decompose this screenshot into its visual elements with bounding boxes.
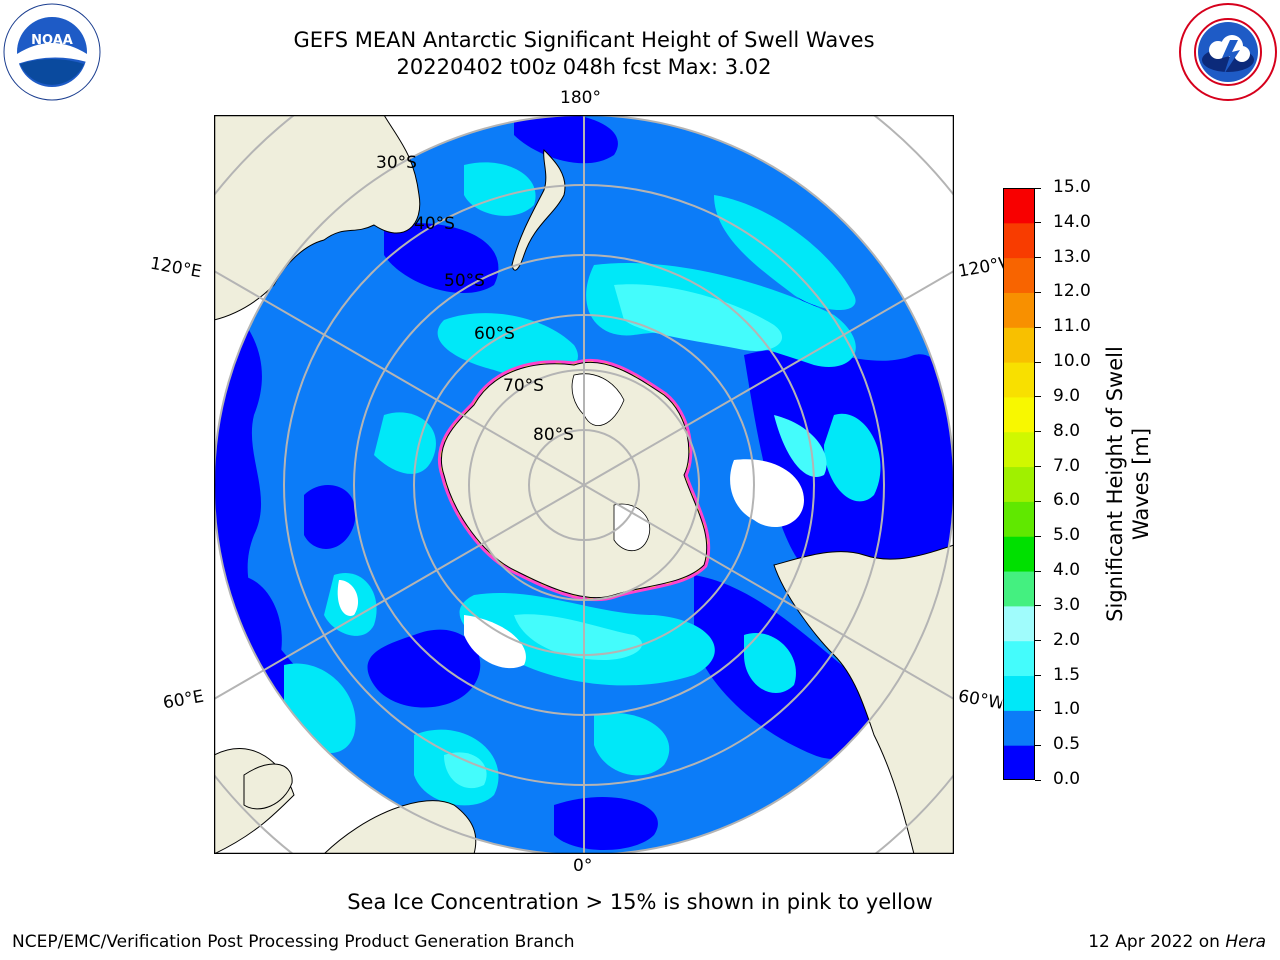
colorbar-tick <box>1035 431 1041 433</box>
lon-label-180: 180° <box>560 88 601 108</box>
colorbar-segment <box>1003 396 1035 433</box>
colorbar-tick <box>1035 744 1041 746</box>
colorbar <box>1003 188 1035 780</box>
colorbar-segment <box>1003 605 1035 642</box>
colorbar-tick-label: 2.0 <box>1053 629 1081 650</box>
africa-south <box>323 800 477 854</box>
ross-ice-shelf <box>571 373 625 426</box>
madagascar <box>243 763 293 810</box>
colorbar-segment <box>1003 675 1035 711</box>
lat-label-50s: 50°S <box>444 271 485 291</box>
colorbar-tick <box>1035 779 1041 781</box>
colorbar-tick-label: 0.5 <box>1053 734 1081 755</box>
footer-date-text: 12 Apr 2022 on <box>1088 932 1226 952</box>
colorbar-tick <box>1035 605 1041 607</box>
south-america <box>773 544 954 854</box>
colorbar-tick-label: 10.0 <box>1053 351 1091 372</box>
colorbar-tick <box>1035 535 1041 537</box>
colorbar-tick-label: 1.0 <box>1053 699 1081 720</box>
colorbar-tick-label: 3.0 <box>1053 594 1081 615</box>
footer-date: 12 Apr 2022 on Hera <box>1088 932 1266 952</box>
colorbar-segment <box>1003 536 1035 572</box>
colorbar-segment <box>1003 327 1035 363</box>
no-data-regions <box>337 459 804 669</box>
colorbar-tick <box>1035 187 1041 189</box>
colorbar-tick <box>1035 500 1041 502</box>
colorbar-segment <box>1003 745 1035 780</box>
chart-title: GEFS MEAN Antarctic Significant Height o… <box>293 28 875 52</box>
colorbar-segment <box>1003 710 1035 746</box>
colorbar-segment <box>1003 222 1035 259</box>
colorbar-tick <box>1035 570 1041 572</box>
colorbar-title: Significant Height of Swell Waves [m] <box>1103 346 1153 622</box>
map-caption: Sea Ice Concentration > 15% is shown in … <box>347 890 933 914</box>
noaa-logo: NOAA <box>3 3 101 101</box>
colorbar-tick-label: 15.0 <box>1053 177 1091 197</box>
colorbar-tick-label: 8.0 <box>1053 420 1081 441</box>
colorbar-segment <box>1003 466 1035 502</box>
polar-map <box>214 115 954 854</box>
colorbar-tick <box>1035 326 1041 328</box>
colorbar-segment <box>1003 431 1035 468</box>
colorbar-segment <box>1003 501 1035 537</box>
colorbar-segment <box>1003 257 1035 293</box>
colorbar-tick <box>1035 709 1041 711</box>
colorbar-tick-label: 0.0 <box>1053 769 1081 789</box>
colorbar-tick-label: 4.0 <box>1053 560 1081 581</box>
nws-logo <box>1179 3 1277 101</box>
lon-label-60w: 60°W <box>956 686 1004 714</box>
colorbar-segment <box>1003 188 1035 224</box>
footer-host: Hera <box>1225 932 1266 952</box>
new-zealand <box>511 148 566 271</box>
colorbar-tick <box>1035 257 1041 259</box>
colorbar-tick-label: 7.0 <box>1053 455 1081 476</box>
colorbar-segment <box>1003 292 1035 328</box>
colorbar-tick <box>1035 466 1041 468</box>
colorbar-tick <box>1035 675 1041 677</box>
colorbar-tick-label: 12.0 <box>1053 281 1091 302</box>
lat-label-80s: 80°S <box>533 425 574 445</box>
colorbar-tick <box>1035 222 1041 224</box>
colorbar-segment <box>1003 571 1035 607</box>
colorbar-tick <box>1035 396 1041 398</box>
weddell-ice-shelf <box>613 503 651 552</box>
lon-label-120e: 120°E <box>148 253 204 283</box>
footer-credit: NCEP/EMC/Verification Post Processing Pr… <box>12 932 575 952</box>
map-border <box>214 115 954 854</box>
lon-label-60e: 60°E <box>161 686 206 714</box>
colorbar-tick-label: 5.0 <box>1053 525 1081 546</box>
noaa-logo-text: NOAA <box>31 33 73 48</box>
colorbar-tick-label: 9.0 <box>1053 385 1081 406</box>
chart-subtitle: 20220402 t00z 048h fcst Max: 3.02 <box>396 55 772 79</box>
lat-label-70s: 70°S <box>503 376 544 396</box>
colorbar-tick-label: 14.0 <box>1053 211 1091 232</box>
lon-label-120w: 120°W <box>956 254 1006 282</box>
lon-label-0: 0° <box>573 856 593 876</box>
colorbar-segment <box>1003 640 1035 677</box>
colorbar-tick <box>1035 640 1041 642</box>
lat-label-40s: 40°S <box>414 214 455 234</box>
lat-label-30s: 30°S <box>376 153 417 173</box>
continents <box>214 115 954 854</box>
colorbar-tick-label: 6.0 <box>1053 490 1081 511</box>
colorbar-tick <box>1035 361 1041 363</box>
graticule <box>214 115 954 854</box>
colorbar-tick <box>1035 291 1041 293</box>
australia <box>214 115 421 321</box>
lat-label-60s: 60°S <box>474 324 515 344</box>
colorbar-tick-label: 1.5 <box>1053 664 1081 685</box>
colorbar-segment <box>1003 362 1035 398</box>
colorbar-tick-label: 13.0 <box>1053 246 1091 267</box>
colorbar-tick-label: 11.0 <box>1053 316 1091 337</box>
